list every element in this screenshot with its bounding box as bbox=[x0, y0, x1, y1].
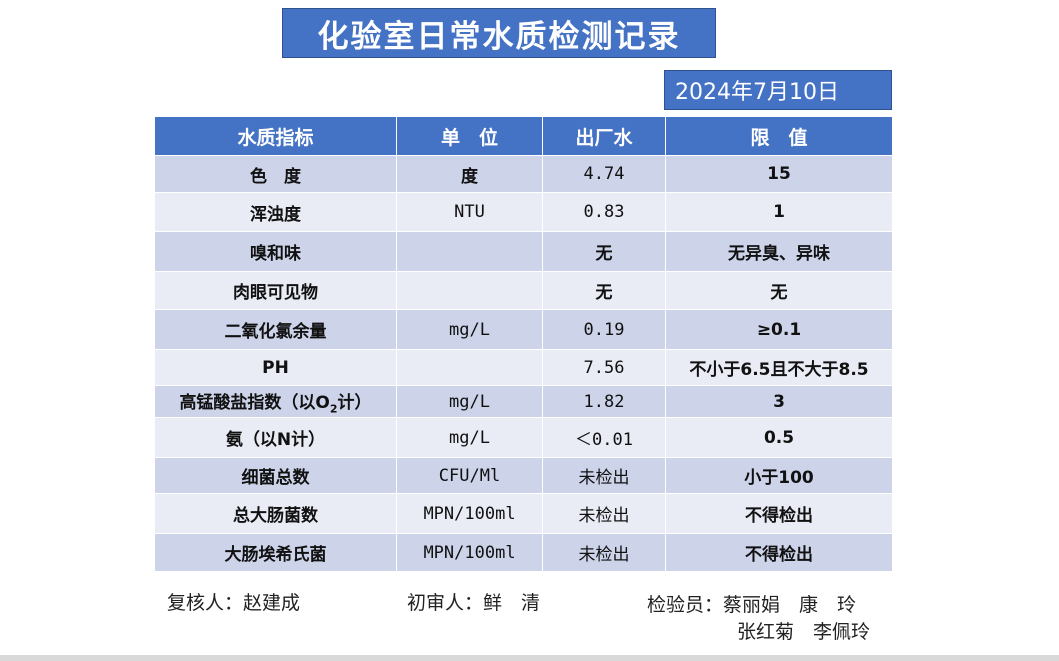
indicator-unit bbox=[396, 271, 543, 310]
indicator-unit: mg/L bbox=[396, 385, 543, 418]
table-header-row: 水质指标 单 位 出厂水 限 值 bbox=[154, 116, 893, 156]
table-row: 细菌总数 CFU/Ml 未检出 小于100 bbox=[154, 457, 893, 494]
table-row: PH 7.56 不小于6.5且不大于8.5 bbox=[154, 349, 893, 386]
indicator-name-suffix: 计） bbox=[337, 392, 372, 413]
water-quality-table: 水质指标 单 位 出厂水 限 值 色 度 度 4.74 15 浑浊度 NTU 0… bbox=[154, 116, 893, 572]
indicator-name: 氨（以N计） bbox=[154, 417, 397, 458]
indicator-unit: 度 bbox=[396, 155, 543, 193]
indicator-name: 肉眼可见物 bbox=[154, 271, 397, 310]
limit-value: 不得检出 bbox=[665, 533, 893, 572]
inspectors-line-2: 张红菊 李佩玲 bbox=[737, 621, 871, 643]
indicator-name: 嗅和味 bbox=[154, 231, 397, 272]
indicator-name: 大肠埃希氏菌 bbox=[154, 533, 397, 572]
outflow-value: 0.83 bbox=[542, 192, 666, 232]
indicator-name: 总大肠菌数 bbox=[154, 493, 397, 534]
table-row: 高锰酸盐指数（以O2计） mg/L 1.82 3 bbox=[154, 385, 893, 418]
page-title: 化验室日常水质检测记录 bbox=[282, 8, 716, 58]
inspectors-line-1: 检验员：蔡丽娟 康 玲 bbox=[647, 594, 857, 616]
indicator-name: 高锰酸盐指数（以O2计） bbox=[154, 385, 397, 418]
header-indicator: 水质指标 bbox=[154, 116, 397, 156]
indicator-name: 细菌总数 bbox=[154, 457, 397, 494]
limit-value: 1 bbox=[665, 192, 893, 232]
outflow-value: 0.19 bbox=[542, 309, 666, 350]
table-row: 二氧化氯余量 mg/L 0.19 ≥0.1 bbox=[154, 309, 893, 350]
outflow-value: ＜0.01 bbox=[542, 417, 666, 458]
outflow-value: 未检出 bbox=[542, 533, 666, 572]
indicator-name: 二氧化氯余量 bbox=[154, 309, 397, 350]
header-limit: 限 值 bbox=[665, 116, 893, 156]
indicator-unit bbox=[396, 349, 543, 386]
table-row: 嗅和味 无 无异臭、异味 bbox=[154, 231, 893, 272]
indicator-name: 浑浊度 bbox=[154, 192, 397, 232]
first-reviewer-signature: 初审人：鲜 清 bbox=[407, 592, 541, 614]
limit-value: ≥0.1 bbox=[665, 309, 893, 350]
header-unit: 单 位 bbox=[396, 116, 543, 156]
window-bottom-bar bbox=[0, 655, 1059, 661]
outflow-value: 无 bbox=[542, 231, 666, 272]
table-row: 总大肠菌数 MPN/100ml 未检出 不得检出 bbox=[154, 493, 893, 534]
indicator-unit bbox=[396, 231, 543, 272]
table-row: 浑浊度 NTU 0.83 1 bbox=[154, 192, 893, 232]
indicator-name-subscript: 2 bbox=[329, 402, 338, 416]
limit-value: 无异臭、异味 bbox=[665, 231, 893, 272]
outflow-value: 未检出 bbox=[542, 493, 666, 534]
limit-value: 小于100 bbox=[665, 457, 893, 494]
outflow-value: 未检出 bbox=[542, 457, 666, 494]
indicator-name: PH bbox=[154, 349, 397, 386]
table-row: 色 度 度 4.74 15 bbox=[154, 155, 893, 193]
outflow-value: 无 bbox=[542, 271, 666, 310]
indicator-unit: MPN/100ml bbox=[396, 533, 543, 572]
limit-value: 无 bbox=[665, 271, 893, 310]
indicator-unit: mg/L bbox=[396, 417, 543, 458]
outflow-value: 1.82 bbox=[542, 385, 666, 418]
limit-value: 3 bbox=[665, 385, 893, 418]
limit-value: 不得检出 bbox=[665, 493, 893, 534]
table-row: 氨（以N计） mg/L ＜0.01 0.5 bbox=[154, 417, 893, 458]
indicator-name: 色 度 bbox=[154, 155, 397, 193]
record-date: 2024年7月10日 bbox=[664, 70, 892, 110]
indicator-unit: mg/L bbox=[396, 309, 543, 350]
indicator-unit: NTU bbox=[396, 192, 543, 232]
indicator-unit: CFU/Ml bbox=[396, 457, 543, 494]
outflow-value: 7.56 bbox=[542, 349, 666, 386]
header-outflow-water: 出厂水 bbox=[542, 116, 666, 156]
indicator-name-text: 高锰酸盐指数（以O bbox=[179, 392, 330, 413]
indicator-unit: MPN/100ml bbox=[396, 493, 543, 534]
outflow-value: 4.74 bbox=[542, 155, 666, 193]
limit-value: 15 bbox=[665, 155, 893, 193]
table-row: 肉眼可见物 无 无 bbox=[154, 271, 893, 310]
reviewer-signature: 复核人：赵建成 bbox=[167, 592, 301, 614]
limit-value: 不小于6.5且不大于8.5 bbox=[665, 349, 893, 386]
limit-value: 0.5 bbox=[665, 417, 893, 458]
table-row: 大肠埃希氏菌 MPN/100ml 未检出 不得检出 bbox=[154, 533, 893, 572]
